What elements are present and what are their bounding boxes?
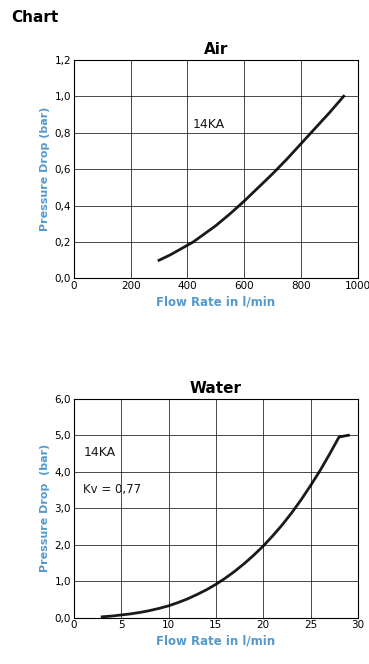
Text: 14KA: 14KA (193, 118, 225, 131)
Y-axis label: Pressure Drop (bar): Pressure Drop (bar) (40, 107, 50, 231)
Text: Kv = 0,77: Kv = 0,77 (83, 483, 141, 495)
Title: Air: Air (204, 42, 228, 57)
Y-axis label: Pressure Drop  (bar): Pressure Drop (bar) (40, 444, 50, 572)
X-axis label: Flow Rate in l/min: Flow Rate in l/min (156, 635, 275, 647)
Text: Chart: Chart (11, 10, 58, 25)
Text: 14KA: 14KA (83, 446, 115, 459)
X-axis label: Flow Rate in l/min: Flow Rate in l/min (156, 295, 275, 309)
Title: Water: Water (190, 381, 242, 396)
